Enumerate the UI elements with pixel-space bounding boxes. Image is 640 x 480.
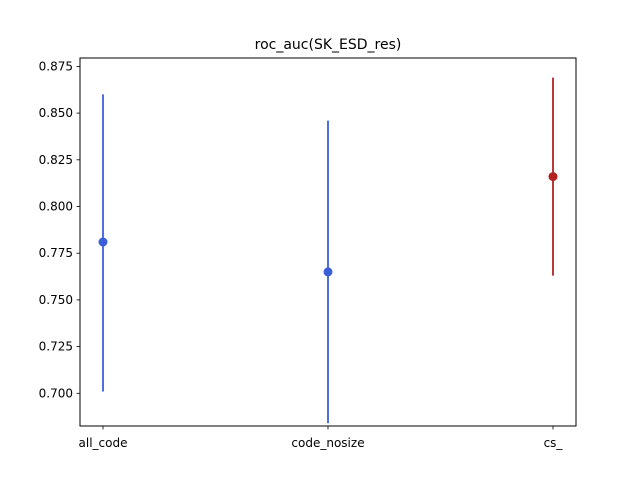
axes-frame [79,57,577,427]
x-tick-label: all_code [79,436,128,450]
y-tick-label: 0.800 [39,200,73,214]
y-tick-label: 0.750 [39,293,73,307]
plot-area: 0.700 0.725 0.750 0.775 0.800 0.825 0.850 0.875… [39,59,564,450]
data-point [98,237,108,247]
y-tick-label: 0.850 [39,106,73,120]
x-tick-label: cs_ [544,436,564,450]
y-tick-label: 0.775 [39,246,73,260]
y-tick-label: 0.725 [39,340,73,354]
data-point [548,172,558,182]
data-point [323,267,333,277]
chart-title: roc_auc(SK_ESD_res) [255,37,402,53]
y-tick-label: 0.825 [39,153,73,167]
y-tick-label: 0.875 [39,59,73,73]
y-tick-label: 0.700 [39,386,73,400]
x-tick-label: code_nosize [291,436,364,450]
